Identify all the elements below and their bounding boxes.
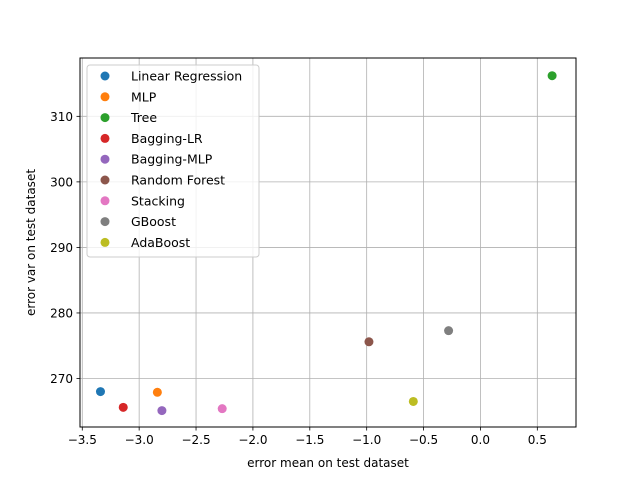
legend-marker [100,175,110,185]
legend-label: Bagging-LR [131,131,203,146]
y-axis-label: error var on test dataset [24,169,38,316]
x-tick-label: −1.5 [295,433,324,447]
legend-marker [100,196,110,206]
legend-marker [100,92,110,102]
legend-marker [100,133,110,143]
legend-marker [100,71,110,81]
x-tick-label: −2.5 [181,433,210,447]
data-point-6 [217,404,227,414]
legend-label: Bagging-MLP [131,152,213,167]
x-tick-label: −2.0 [238,433,267,447]
legend-marker [100,113,110,123]
data-point-3 [118,402,128,412]
legend-marker [100,237,110,247]
x-tick-label: 0.0 [471,433,490,447]
legend: Linear Regression MLP Tree Bagging-LR Baggin… [86,64,260,258]
x-tick-label: 0.5 [528,433,547,447]
data-point-5 [364,337,374,347]
legend-label: MLP [131,89,157,104]
x-axis-label: error mean on test dataset [247,456,409,470]
x-tick-label: −3.0 [125,433,154,447]
y-tick-label: 290 [50,241,73,255]
y-tick-label: 280 [50,306,73,320]
x-axis-ticks: −3.5 −3.0 −2.5 −2.0 −1.5 −1.0 −0.5 0.0 0.5 [68,427,547,447]
y-tick-label: 300 [50,175,73,189]
legend-marker [100,217,110,227]
legend-label: Random Forest [131,173,225,188]
data-point-4 [157,406,167,416]
plot-frame [79,57,577,428]
x-tick-label: −0.5 [409,433,438,447]
y-tick-label: 310 [50,110,73,124]
legend-label: Stacking [131,193,185,208]
legend-label: Linear Regression [131,69,242,84]
y-axis-ticks: 270 280 290 300 310 [50,110,80,386]
y-tick-label: 270 [50,372,73,386]
legend-label: AdaBoost [131,235,190,250]
data-point-7 [444,326,454,336]
data-point-1 [152,387,162,397]
legend-box [86,64,260,258]
data-point-8 [408,396,418,406]
legend-label: Tree [130,110,157,125]
legend-label: GBoost [131,214,176,229]
x-tick-label: −3.5 [68,433,97,447]
x-tick-label: −1.0 [352,433,381,447]
legend-marker [100,154,110,164]
data-point-0 [95,387,105,397]
data-point-2 [547,71,557,81]
data-points [95,71,557,416]
